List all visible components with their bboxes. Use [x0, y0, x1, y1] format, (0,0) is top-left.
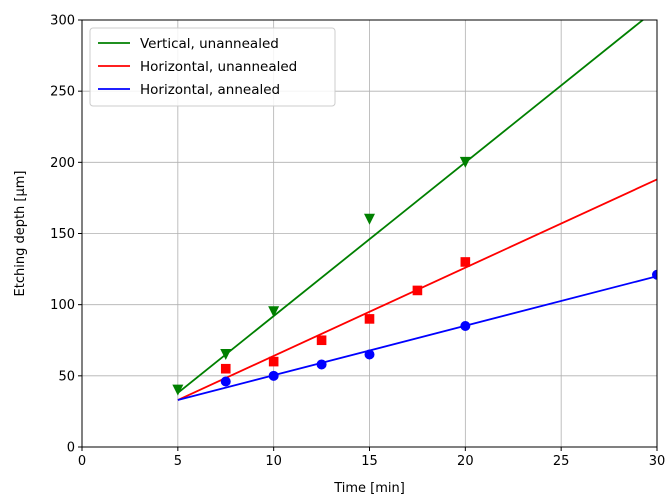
- x-tick-label: 15: [361, 454, 378, 469]
- data-point-series-2: [460, 257, 471, 267]
- data-point-series-1: [172, 384, 184, 396]
- data-point-series-3: [652, 269, 657, 280]
- y-tick-label: 300: [50, 14, 75, 29]
- fit-line-series-1: [177, 20, 645, 394]
- x-tick-label: 5: [174, 454, 182, 469]
- x-tick-label: 30: [649, 454, 665, 469]
- legend-label-series-3: Horizontal, annealed: [140, 82, 280, 98]
- series-layer: [172, 20, 657, 401]
- y-tick-label: 0: [67, 441, 75, 456]
- data-point-series-1: [364, 213, 375, 225]
- y-axis-label: Etching depth [μm]: [13, 171, 28, 297]
- data-point-series-3: [220, 376, 231, 387]
- data-point-series-1: [220, 348, 232, 360]
- data-point-series-2: [268, 356, 279, 367]
- data-point-series-1: [459, 156, 471, 168]
- x-tick-label: 10: [265, 454, 282, 469]
- series-1: [172, 20, 645, 396]
- x-axis: 0 5 10 15 20 25 30: [78, 447, 665, 469]
- legend-frame: [89, 27, 336, 107]
- data-point-series-3: [316, 359, 327, 370]
- data-point-series-1: [268, 306, 280, 318]
- legend: Vertical, unannealed Horizontal, unanneal…: [89, 27, 336, 107]
- y-tick-label: 100: [50, 298, 75, 313]
- data-point-series-2: [364, 314, 375, 324]
- fit-line-series-3: [177, 275, 657, 401]
- legend-label-series-1: Vertical, unannealed: [140, 36, 279, 52]
- y-tick-label: 50: [58, 369, 75, 384]
- data-point-series-2: [220, 363, 231, 374]
- series-2: [177, 178, 657, 401]
- x-tick-label: 20: [457, 454, 474, 469]
- data-point-series-2: [316, 335, 327, 346]
- data-point-series-2: [412, 285, 423, 296]
- data-point-series-3: [460, 321, 471, 332]
- x-tick-label: 0: [78, 454, 86, 469]
- y-tick-label: 200: [50, 156, 75, 171]
- data-point-series-3: [268, 370, 279, 381]
- data-point-series-3: [364, 349, 375, 360]
- y-tick-label: 150: [50, 227, 75, 242]
- legend-label-series-2: Horizontal, unannealed: [140, 59, 297, 75]
- series-3: [177, 269, 657, 401]
- x-tick-label: 25: [553, 454, 570, 469]
- y-tick-label: 250: [50, 85, 75, 100]
- x-axis-label: Time [min]: [333, 481, 405, 496]
- y-axis: 0 50 100 150 200 250 300: [50, 14, 82, 456]
